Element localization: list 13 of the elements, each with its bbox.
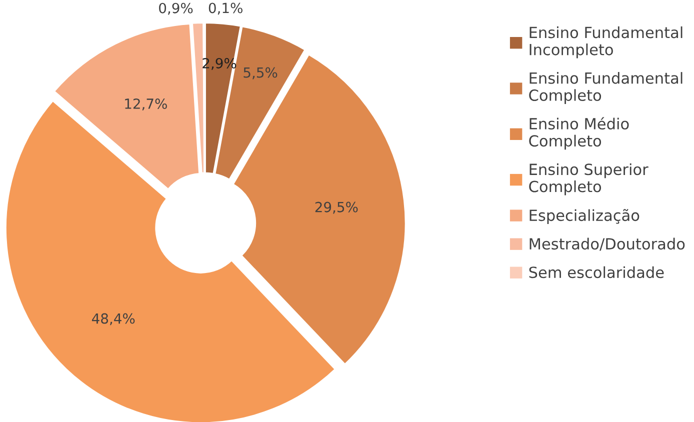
legend-label: Sem escolaridade bbox=[529, 266, 664, 278]
data-label: 12,7% bbox=[125, 98, 167, 110]
legend-label: Mestrado/Doutorado bbox=[530, 238, 685, 251]
data-label: 29,5% bbox=[315, 202, 358, 214]
data-label: 0,1% bbox=[208, 2, 242, 15]
legend-label: Ensino Superior Completo bbox=[529, 163, 648, 196]
legend-label: Especialização bbox=[530, 208, 640, 224]
data-label: 5,5% bbox=[244, 67, 278, 80]
data-label: 0,9% bbox=[159, 2, 193, 15]
data-label: 48,4% bbox=[92, 313, 135, 326]
legend-label: Ensino Médio Completo bbox=[529, 117, 629, 150]
legend-label: Ensino Fundamental Completo bbox=[529, 72, 682, 104]
legend-label: Ensino Fundamental Incompleto bbox=[530, 26, 682, 58]
